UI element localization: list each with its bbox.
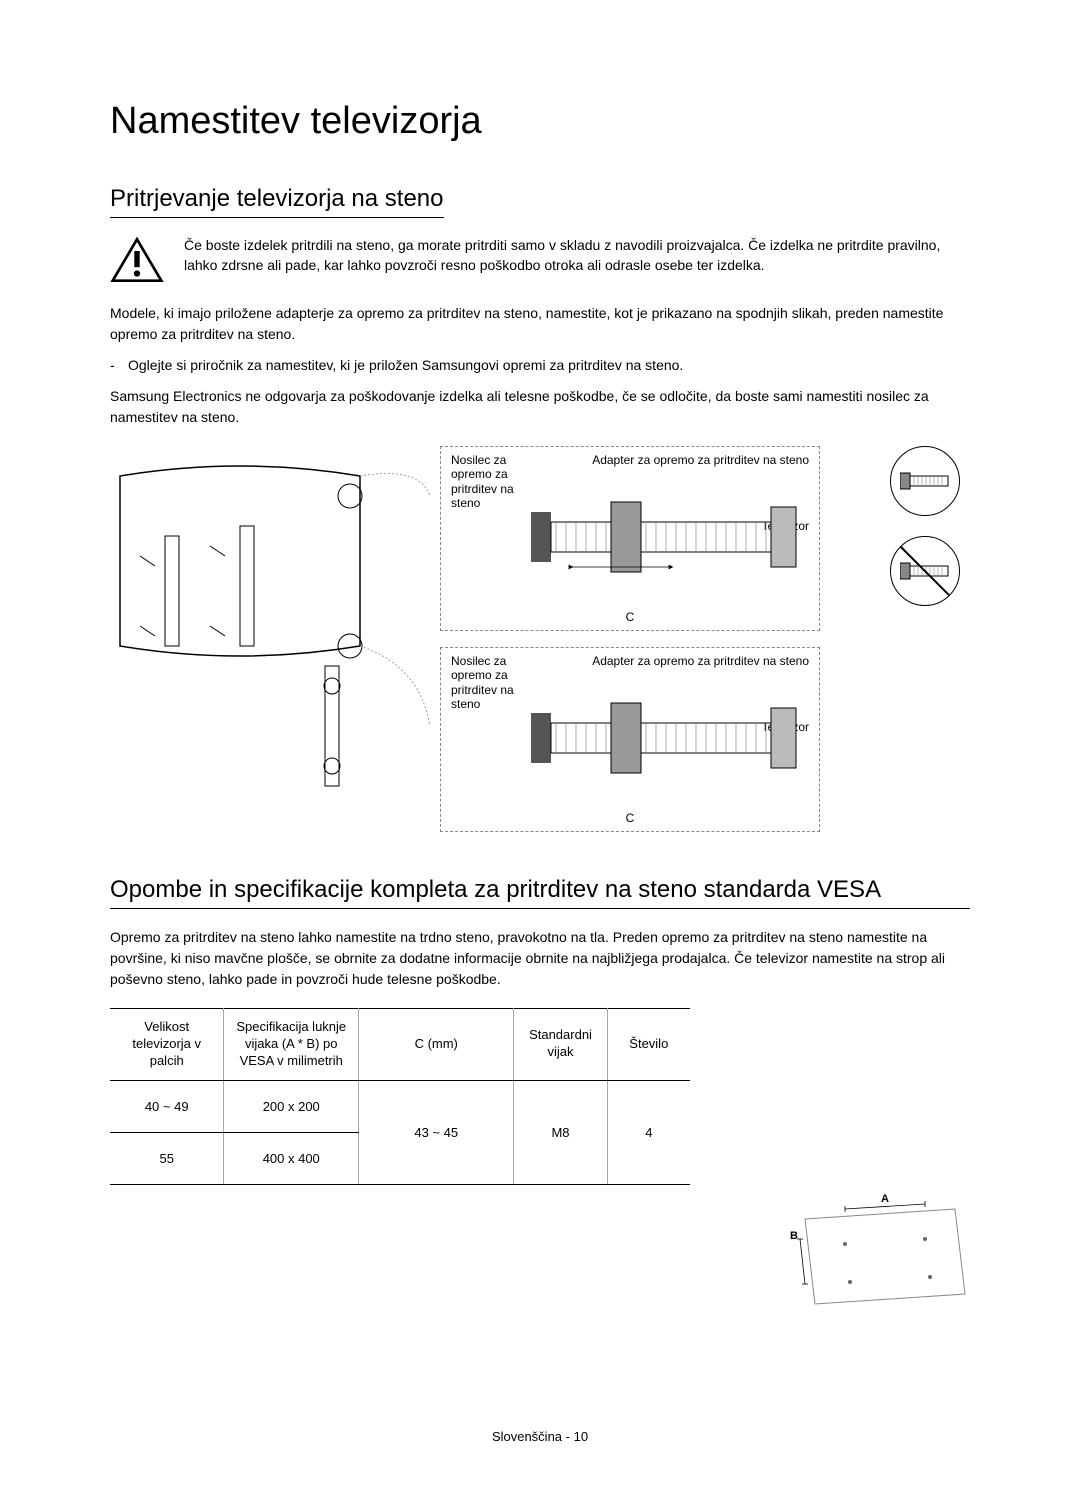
table-row: 40 ~ 49 200 x 200 43 ~ 45 M8 4	[110, 1080, 690, 1132]
bolt-diagrams: Nosilec za opremo za pritrditev na steno…	[440, 446, 820, 848]
section1-bullet1: Oglejte si priročnik za namestitev, ki j…	[110, 355, 970, 376]
dim-a-label: A	[881, 1194, 889, 1205]
th-c: C (mm)	[359, 1009, 514, 1081]
section1-heading: Pritrjevanje televizorja na steno	[110, 185, 444, 218]
warning-text: Če boste izdelek pritrdili na steno, ga …	[184, 236, 970, 275]
c-label-2: C	[626, 811, 635, 825]
table-header-row: Velikost televizorja v palcih Specifikac…	[110, 1009, 690, 1081]
bolt-diagram-1: Nosilec za opremo za pritrditev na steno…	[440, 446, 820, 631]
c-label: C	[626, 610, 635, 624]
cell-size: 55	[110, 1132, 224, 1184]
th-spec: Specifikacija luknje vijaka (A * B) po V…	[224, 1009, 359, 1081]
cell-screw: M8	[514, 1080, 607, 1184]
screw-indicators	[890, 446, 970, 626]
page-footer: Slovenščina - 10	[492, 1429, 588, 1444]
section2-heading: Opombe in specifikacije kompleta za prit…	[110, 876, 970, 909]
mount-label: Nosilec za opremo za pritrditev na steno	[451, 453, 531, 511]
vesa-table: Velikost televizorja v palcih Specifikac…	[110, 1008, 690, 1185]
warning-icon	[110, 236, 164, 289]
warning-row: Če boste izdelek pritrdili na steno, ga …	[110, 236, 970, 289]
tv-mount-diagram	[110, 446, 430, 846]
mount-label-2: Nosilec za opremo za pritrditev na steno	[451, 654, 531, 712]
cell-count: 4	[607, 1080, 690, 1184]
adapter-label-2: Adapter za opremo za pritrditev na steno	[592, 654, 809, 668]
screw-correct-icon	[890, 446, 960, 516]
cell-spec: 200 x 200	[224, 1080, 359, 1132]
cell-c: 43 ~ 45	[359, 1080, 514, 1184]
adapter-label: Adapter za opremo za pritrditev na steno	[592, 453, 809, 467]
section2-p1: Opremo za pritrditev na steno lahko name…	[110, 927, 970, 990]
bolt-diagram-2: Nosilec za opremo za pritrditev na steno…	[440, 647, 820, 832]
screw-incorrect-icon	[890, 536, 960, 606]
section1-p2: Samsung Electronics ne odgovarja za pošk…	[110, 386, 970, 428]
vesa-dimensions-diagram: A B	[790, 1194, 970, 1314]
section1-p1: Modele, ki imajo priložene adapterje za …	[110, 303, 970, 345]
cell-spec: 400 x 400	[224, 1132, 359, 1184]
section2: Opombe in specifikacije kompleta za prit…	[110, 876, 970, 1185]
diagram-area: Nosilec za opremo za pritrditev na steno…	[110, 446, 970, 846]
page-title: Namestitev televizorja	[110, 100, 970, 143]
th-count: Število	[607, 1009, 690, 1081]
dim-b-label: B	[790, 1230, 798, 1242]
th-size: Velikost televizorja v palcih	[110, 1009, 224, 1081]
cell-size: 40 ~ 49	[110, 1080, 224, 1132]
th-screw: Standardni vijak	[514, 1009, 607, 1081]
